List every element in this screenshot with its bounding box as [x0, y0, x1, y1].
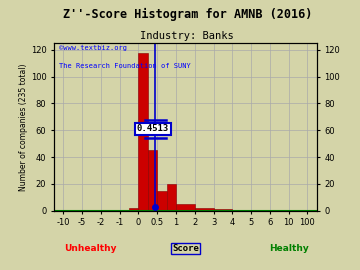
Bar — [157, 191, 167, 211]
Y-axis label: Number of companies (235 total): Number of companies (235 total) — [19, 63, 28, 191]
Bar — [139, 53, 148, 211]
Text: Z''-Score Histogram for AMNB (2016): Z''-Score Histogram for AMNB (2016) — [63, 8, 312, 21]
Bar — [129, 208, 139, 211]
Bar — [213, 209, 232, 211]
Bar — [176, 204, 195, 211]
Text: Unhealthy: Unhealthy — [64, 244, 117, 253]
Text: Score: Score — [172, 244, 199, 253]
Bar — [148, 150, 157, 211]
Text: 0.4513: 0.4513 — [136, 124, 169, 133]
Bar — [195, 208, 213, 211]
Text: Industry: Banks: Industry: Banks — [140, 31, 234, 41]
Text: Healthy: Healthy — [269, 244, 309, 253]
Bar — [167, 184, 176, 211]
Text: ©www.textbiz.org: ©www.textbiz.org — [59, 45, 127, 51]
Text: The Research Foundation of SUNY: The Research Foundation of SUNY — [59, 63, 191, 69]
